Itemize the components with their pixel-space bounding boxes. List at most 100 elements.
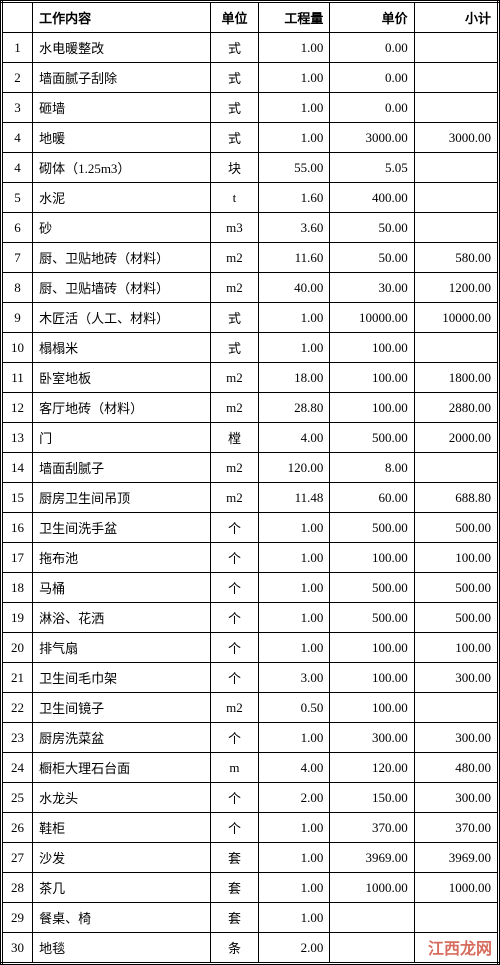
cell-unit: 式 — [210, 123, 259, 153]
cell-price: 500.00 — [330, 513, 414, 543]
cell-subtotal: 370.00 — [414, 813, 498, 843]
table-row: 9木匠活（人工、材料）式1.0010000.0010000.00 — [2, 303, 499, 333]
header-row: 工作内容 单位 工程量 单价 小计 — [2, 2, 499, 33]
cell-qty: 4.00 — [259, 423, 330, 453]
cell-unit: 式 — [210, 93, 259, 123]
cell-qty: 1.00 — [259, 333, 330, 363]
table-row: 28茶几套1.001000.001000.00 — [2, 873, 499, 903]
table-row: 6砂m33.6050.00 — [2, 213, 499, 243]
cell-idx: 20 — [2, 633, 33, 663]
cell-subtotal — [414, 333, 498, 363]
cell-subtotal: 1200.00 — [414, 273, 498, 303]
cell-qty: 11.60 — [259, 243, 330, 273]
cell-content: 砂 — [33, 213, 211, 243]
cell-idx: 25 — [2, 783, 33, 813]
cell-price: 3000.00 — [330, 123, 414, 153]
table-row: 23厨房洗菜盆个1.00300.00300.00 — [2, 723, 499, 753]
cell-idx: 28 — [2, 873, 33, 903]
cell-price: 0.00 — [330, 93, 414, 123]
table-row: 27沙发套1.003969.003969.00 — [2, 843, 499, 873]
cell-idx: 8 — [2, 273, 33, 303]
cell-idx: 22 — [2, 693, 33, 723]
cell-unit: 个 — [210, 723, 259, 753]
table-row: 13门樘4.00500.002000.00 — [2, 423, 499, 453]
cell-idx: 14 — [2, 453, 33, 483]
cell-idx: 4 — [2, 153, 33, 183]
cell-content: 地暖 — [33, 123, 211, 153]
cell-qty: 4.00 — [259, 753, 330, 783]
cell-price: 150.00 — [330, 783, 414, 813]
cell-content: 沙发 — [33, 843, 211, 873]
table-row: 17拖布池个1.00100.00100.00 — [2, 543, 499, 573]
cell-qty: 55.00 — [259, 153, 330, 183]
table-row: 29餐桌、椅套1.00 — [2, 903, 499, 933]
table-row: 21卫生间毛巾架个3.00100.00300.00 — [2, 663, 499, 693]
cell-unit: m — [210, 753, 259, 783]
cell-subtotal — [414, 453, 498, 483]
cell-qty: 1.00 — [259, 573, 330, 603]
cell-idx: 19 — [2, 603, 33, 633]
cell-price: 120.00 — [330, 753, 414, 783]
cell-qty: 120.00 — [259, 453, 330, 483]
table-row: 15厨房卫生间吊顶m211.4860.00688.80 — [2, 483, 499, 513]
cell-idx: 21 — [2, 663, 33, 693]
cell-idx: 16 — [2, 513, 33, 543]
cell-subtotal: 3969.00 — [414, 843, 498, 873]
cell-unit: 个 — [210, 513, 259, 543]
cell-qty: 1.00 — [259, 93, 330, 123]
cell-unit: 个 — [210, 603, 259, 633]
cell-price — [330, 933, 414, 964]
cell-idx: 13 — [2, 423, 33, 453]
cell-idx: 15 — [2, 483, 33, 513]
cell-idx: 1 — [2, 33, 33, 63]
cell-unit: 个 — [210, 663, 259, 693]
cell-content: 卫生间毛巾架 — [33, 663, 211, 693]
table-row: 14墙面刮腻子m2120.008.00 — [2, 453, 499, 483]
cell-content: 水龙头 — [33, 783, 211, 813]
cell-content: 茶几 — [33, 873, 211, 903]
cell-subtotal: 500.00 — [414, 573, 498, 603]
cell-price: 60.00 — [330, 483, 414, 513]
cell-price: 100.00 — [330, 693, 414, 723]
table-row: 26鞋柜个1.00370.00370.00 — [2, 813, 499, 843]
table-body: 1水电暖整改式1.000.002墙面腻子刮除式1.000.003砸墙式1.000… — [2, 33, 499, 964]
cell-qty: 1.00 — [259, 633, 330, 663]
cell-content: 客厅地砖（材料） — [33, 393, 211, 423]
cell-idx: 17 — [2, 543, 33, 573]
cell-subtotal: 500.00 — [414, 513, 498, 543]
table-row: 22卫生间镜子m20.50100.00 — [2, 693, 499, 723]
cell-price: 5.05 — [330, 153, 414, 183]
cell-idx: 12 — [2, 393, 33, 423]
cell-content: 鞋柜 — [33, 813, 211, 843]
cell-subtotal: 688.80 — [414, 483, 498, 513]
cell-idx: 7 — [2, 243, 33, 273]
cell-unit: m2 — [210, 393, 259, 423]
table-header: 工作内容 单位 工程量 单价 小计 — [2, 2, 499, 33]
cell-subtotal — [414, 33, 498, 63]
cell-subtotal — [414, 903, 498, 933]
cell-content: 砌体（1.25m3） — [33, 153, 211, 183]
table-row: 3砸墙式1.000.00 — [2, 93, 499, 123]
cell-unit: 个 — [210, 783, 259, 813]
cell-idx: 23 — [2, 723, 33, 753]
cell-price: 0.00 — [330, 33, 414, 63]
header-unit: 单位 — [210, 2, 259, 33]
cell-unit: m2 — [210, 243, 259, 273]
cell-content: 排气扇 — [33, 633, 211, 663]
cell-price: 10000.00 — [330, 303, 414, 333]
cell-content: 榻榻米 — [33, 333, 211, 363]
cell-subtotal — [414, 213, 498, 243]
cell-qty: 1.00 — [259, 723, 330, 753]
cell-idx: 26 — [2, 813, 33, 843]
table-row: 5水泥t1.60400.00 — [2, 183, 499, 213]
cell-idx: 5 — [2, 183, 33, 213]
cell-subtotal: 2880.00 — [414, 393, 498, 423]
table-row: 4砌体（1.25m3）块55.005.05 — [2, 153, 499, 183]
cell-qty: 1.00 — [259, 33, 330, 63]
cell-price: 500.00 — [330, 423, 414, 453]
cell-content: 水泥 — [33, 183, 211, 213]
table-row: 10榻榻米式1.00100.00 — [2, 333, 499, 363]
table-row: 11卧室地板m218.00100.001800.00 — [2, 363, 499, 393]
table-row: 19淋浴、花洒个1.00500.00500.00 — [2, 603, 499, 633]
cell-qty: 1.60 — [259, 183, 330, 213]
